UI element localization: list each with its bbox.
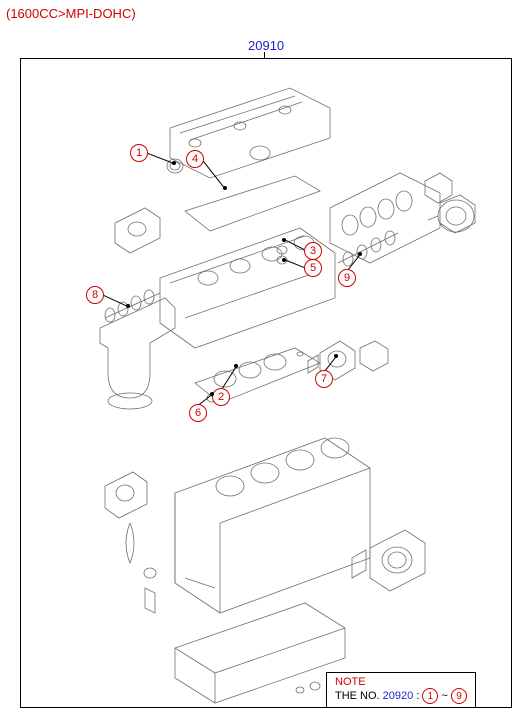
leader-dot [334,354,338,358]
callout-4: 4 [186,150,204,168]
note-line2: THE NO. 20920 : 1 ~ 9 [335,688,467,704]
assembly-part-number: 20910 [248,38,284,53]
leader-dot [282,258,286,262]
leader-dot [234,364,238,368]
leader-dot [210,392,214,396]
callout-8: 8 [86,286,104,304]
note-range-from: 1 [422,688,438,704]
leader-dot [223,186,227,190]
callout-2: 2 [212,388,230,406]
leader-dot [126,304,130,308]
callout-1: 1 [130,144,148,162]
note-part-number: 20920 [383,690,414,702]
callout-9: 9 [338,269,356,287]
note-range-to: 9 [451,688,467,704]
engine-exploded-drawing [20,58,512,708]
note-label: NOTE [335,676,467,688]
leader-dot [358,252,362,256]
callout-5: 5 [304,259,322,277]
leader-dot [282,238,286,242]
callout-7: 7 [315,370,333,388]
callout-6: 6 [189,404,207,422]
leader-dot [172,161,176,165]
note-box: NOTE THE NO. 20920 : 1 ~ 9 [326,672,476,708]
engine-spec-label: (1600CC>MPI-DOHC) [6,6,136,21]
callout-3: 3 [304,242,322,260]
